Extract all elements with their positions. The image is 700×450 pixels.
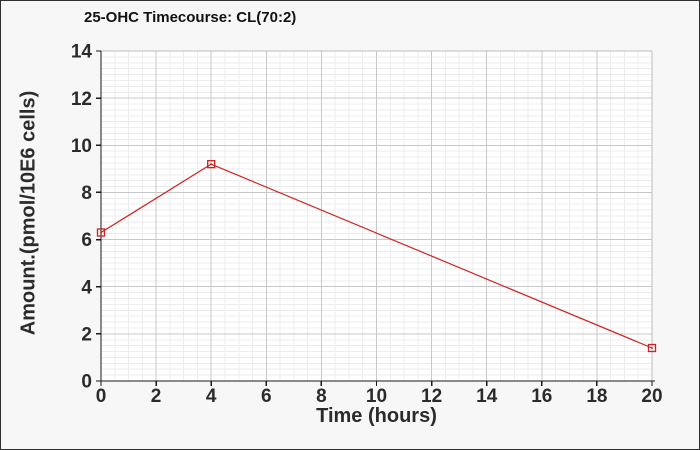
y-tick-label: 6 <box>81 230 92 251</box>
data-point-center-dot <box>651 347 653 349</box>
x-tick-label: 12 <box>421 386 442 407</box>
y-tick-label: 14 <box>71 42 93 63</box>
data-point-marker <box>207 159 216 169</box>
tick-marks <box>96 50 653 386</box>
x-tick-label: 0 <box>96 386 107 407</box>
x-tick-label: 8 <box>316 386 327 407</box>
x-tick-label: 20 <box>641 386 662 407</box>
x-tick-label: 18 <box>586 386 607 407</box>
data-point-marker <box>647 343 657 353</box>
data-point-marker <box>96 228 106 237</box>
y-tick-label: 10 <box>71 136 92 157</box>
chart-title: 25-OHC Timecourse: CL(70:2) <box>84 9 297 26</box>
data-point-center-dot <box>100 231 102 234</box>
axes <box>100 51 655 382</box>
x-tick-label: 14 <box>476 386 498 407</box>
x-axis-title: Time (hours) <box>316 405 437 427</box>
y-tick-label: 4 <box>81 277 92 298</box>
data-point-center-dot <box>210 163 212 165</box>
x-tick-labels: 0 2 4 6 8 10 12 14 16 18 20 <box>96 386 663 407</box>
x-tick-label: 2 <box>151 386 162 407</box>
x-tick-label: 16 <box>531 386 552 407</box>
y-tick-label: 2 <box>81 325 92 346</box>
y-tick-label: 0 <box>81 372 92 393</box>
x-tick-label: 6 <box>261 386 272 407</box>
x-tick-label: 4 <box>206 386 217 407</box>
y-tick-label: 12 <box>71 89 92 110</box>
x-tick-label: 10 <box>366 386 387 407</box>
y-tick-label: 8 <box>81 183 92 204</box>
y-tick-labels: 0 2 4 6 8 10 12 14 <box>71 42 93 393</box>
